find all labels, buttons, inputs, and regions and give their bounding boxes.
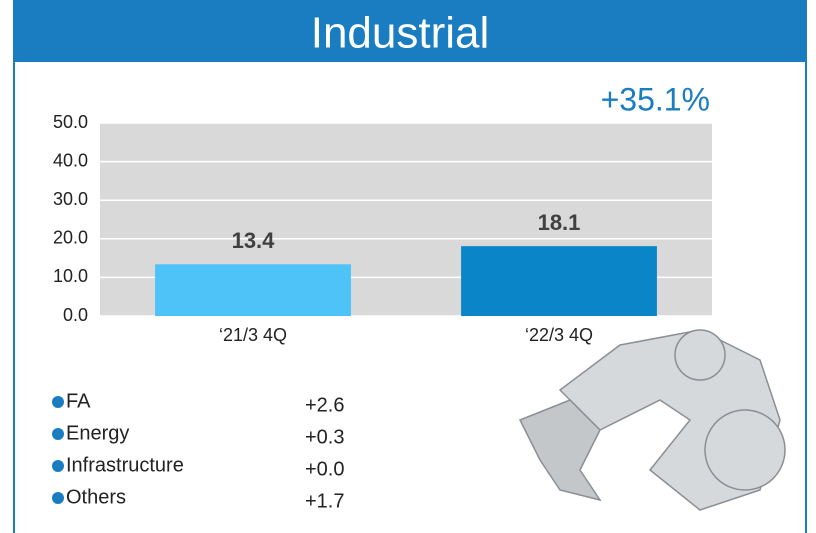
data-label: 18.1 (538, 210, 581, 235)
annotation: +35.1% (601, 81, 710, 117)
bullet (52, 492, 64, 504)
x-tick-label: ‘22/3 4Q (525, 325, 593, 345)
bullet (52, 396, 64, 408)
breakdown-label: Energy (66, 422, 129, 444)
breakdown-label: Others (66, 486, 126, 508)
data-label: 13.4 (232, 228, 276, 253)
breakdown-change: +2.6 (305, 394, 344, 416)
y-tick-label: 30.0 (53, 189, 88, 209)
bullet (52, 428, 64, 440)
y-tick-label: 0.0 (63, 305, 88, 325)
y-tick-label: 40.0 (53, 150, 88, 170)
bullet (52, 460, 64, 472)
breakdown-change: +0.0 (305, 458, 344, 480)
chart-title: Industrial (311, 9, 490, 58)
breakdown-change: +0.3 (305, 426, 344, 448)
breakdown-change: +1.7 (305, 490, 344, 512)
chart: Industrial +35.1% 0.0 10.0 20.0 30.0 40.0 50.… (0, 0, 816, 533)
breakdown-label: Infrastructure (66, 454, 184, 476)
page: Industrial +35.1% 0.0 10.0 20.0 30.0 40.0 50.… (0, 0, 816, 533)
bar (155, 264, 351, 316)
y-tick-label: 20.0 (53, 228, 88, 248)
y-tick-label: 50.0 (53, 112, 88, 132)
bar (461, 246, 657, 316)
x-tick-label: ‘21/3 4Q (219, 325, 287, 345)
breakdown-label: FA (66, 390, 91, 412)
y-tick-label: 10.0 (53, 266, 88, 286)
